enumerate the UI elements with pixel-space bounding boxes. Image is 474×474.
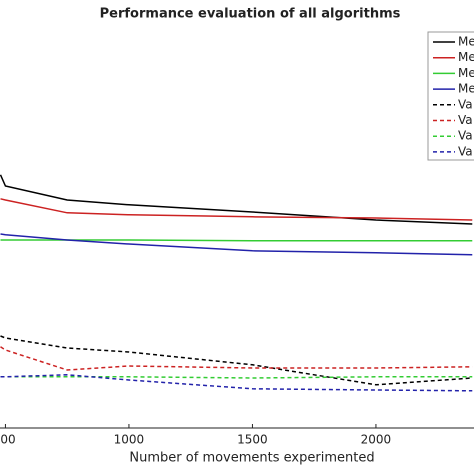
legend-label: Va <box>458 113 473 127</box>
series-line <box>0 233 473 256</box>
legend-label: Va <box>458 129 473 143</box>
x-axis-label: Number of movements experimented <box>129 451 374 466</box>
series-line <box>0 346 473 371</box>
legend-box <box>427 31 474 161</box>
series-line <box>0 376 473 379</box>
legend-label: Me <box>458 50 474 64</box>
legend-label: Va <box>458 144 473 158</box>
x-tick-label: 1000 <box>114 433 145 447</box>
series-line <box>0 198 473 221</box>
series-line <box>0 239 473 242</box>
x-tick-label: 2000 <box>361 433 392 447</box>
legend-label: Me <box>458 82 474 96</box>
legend-label: Me <box>458 35 474 49</box>
chart-title: Performance evaluation of all algorithms <box>100 7 401 22</box>
legend-label: Va <box>458 97 473 111</box>
legend-label: Me <box>458 66 474 80</box>
x-tick-label: 00 <box>0 433 15 447</box>
series-line <box>0 174 473 225</box>
series-line <box>0 335 473 386</box>
x-tick-label: 1500 <box>237 433 268 447</box>
series-line <box>0 374 473 392</box>
